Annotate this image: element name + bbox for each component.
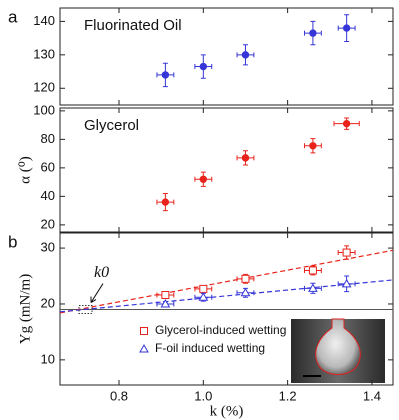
- marker: [240, 287, 251, 297]
- y-tick-label: 100: [33, 102, 55, 117]
- x-tick-label: 0.8: [110, 388, 128, 403]
- legend-label: F-oil induced wetting: [155, 341, 265, 355]
- marker: [199, 175, 208, 183]
- plot-frame: [59, 232, 394, 386]
- marker: [198, 292, 209, 301]
- y-tick-label: 120: [33, 80, 55, 95]
- legend-marker: [139, 343, 149, 353]
- y-tick-label: 80: [41, 131, 55, 146]
- y-tick-label: 140: [33, 13, 55, 28]
- annotation: Fluorinated Oil: [84, 17, 182, 34]
- marker: [199, 284, 208, 293]
- marker: [308, 283, 318, 292]
- marker: [161, 198, 170, 206]
- panel-label: a: [8, 7, 18, 26]
- x-tick-label: 1.0: [194, 388, 212, 403]
- marker: [309, 29, 317, 37]
- marker: [308, 266, 317, 275]
- y-axis-label: Υg (mN/m): [17, 274, 33, 344]
- marker: [161, 291, 170, 300]
- marker: [309, 142, 317, 150]
- panel-label: b: [8, 232, 17, 251]
- marker: [160, 298, 171, 308]
- anchor-box: [78, 305, 93, 315]
- marker: [241, 154, 250, 162]
- fit-line: [59, 249, 394, 314]
- legend-marker: [140, 327, 148, 335]
- x-axis-label: k (%): [210, 403, 244, 419]
- arrow: [90, 283, 104, 303]
- inset-photo: [291, 318, 385, 383]
- y-tick-label: 60: [41, 159, 55, 174]
- fit-line: [59, 279, 394, 313]
- marker: [342, 119, 351, 128]
- y-tick-label: 40: [41, 188, 55, 203]
- plot-frame: [59, 7, 394, 106]
- marker: [342, 24, 351, 32]
- plot-frame: [59, 107, 394, 233]
- y-axis-label: α (⁰): [17, 156, 33, 184]
- inset-drop: [315, 318, 361, 375]
- marker: [199, 62, 208, 71]
- marker: [241, 51, 250, 59]
- marker: [341, 278, 352, 288]
- x-tick-label: 1.2: [279, 388, 297, 403]
- annotation: k0: [94, 264, 109, 281]
- y-tick-label: 10: [41, 351, 55, 366]
- y-tick-label: 20: [41, 295, 55, 310]
- x-tick-label: 1.4: [363, 388, 381, 403]
- y-tick-label: 130: [33, 46, 55, 61]
- y-tick-label: 20: [41, 216, 55, 231]
- annotation: Glycerol: [84, 117, 139, 134]
- y-tick-label: 30: [41, 240, 55, 255]
- marker: [241, 274, 250, 283]
- marker: [161, 71, 170, 79]
- legend-label: Glycerol-induced wetting: [155, 323, 286, 337]
- marker: [342, 248, 351, 257]
